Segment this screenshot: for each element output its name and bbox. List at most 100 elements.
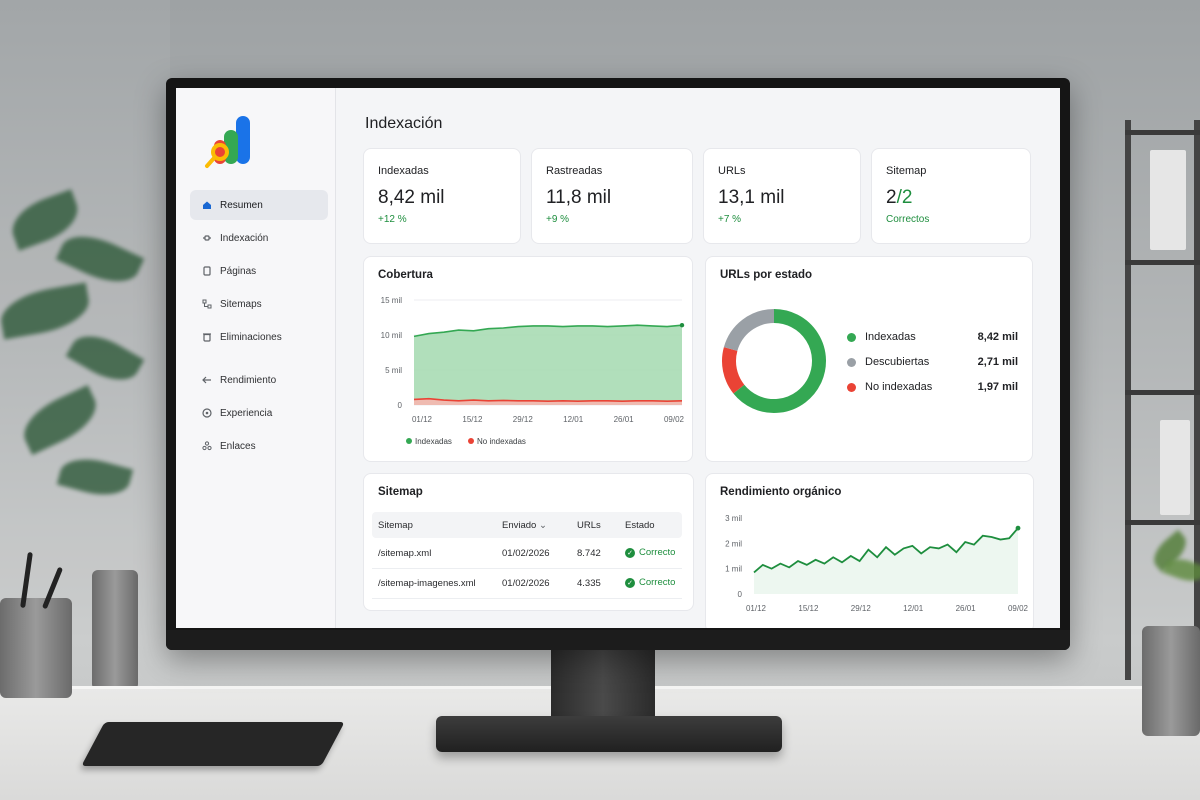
legend-item-descubiertas: Descubiertas (847, 356, 929, 368)
x-tick-label: 26/01 (956, 604, 977, 613)
legend-dot (847, 357, 856, 367)
kpi-card-rastreadas[interactable]: Rastreadas 11,8 mil +9 % (531, 148, 693, 244)
y-tick-label: 3 mil (725, 514, 742, 523)
sidebar-item-label: Eliminaciones (220, 331, 282, 343)
sidebar-item-eliminaciones[interactable]: Eliminaciones (190, 322, 328, 352)
y-tick-label: 0 (738, 590, 743, 599)
sidebar-item-label: Resumen (220, 199, 263, 211)
sidebar-item-rendimiento[interactable]: Rendimiento (190, 365, 328, 395)
sort-chevron-icon: ⌄ (538, 520, 547, 531)
shelf-box (1160, 420, 1190, 515)
sitemap-table-card: Sitemap Sitemap Enviado ⌄ URLs Estado /s… (363, 473, 694, 611)
kpi-value: 8,42 mil (378, 187, 445, 208)
legend-item-no-indexadas: No indexadas (847, 381, 932, 393)
check-circle-icon: ✓ (625, 547, 635, 558)
x-tick-label: 01/12 (412, 415, 433, 424)
experience-icon (202, 408, 212, 418)
organic-card: Rendimiento orgánico 3 mil 2 mil 1 mil 0 01/… (705, 473, 1034, 628)
kpi-card-indexadas[interactable]: Indexadas 8,42 mil +12 % (363, 148, 521, 244)
plant-pot (92, 570, 138, 690)
y-tick-label: 15 mil (381, 296, 403, 305)
monitor-screen: Resumen Indexación Páginas Sitemaps Elim… (176, 88, 1060, 628)
status-donut-chart (722, 309, 826, 413)
column-header-label: Enviado (502, 520, 537, 531)
legend-label: No indexadas (865, 381, 933, 393)
table-cell-sitemap[interactable]: /sitemap.xml (378, 548, 432, 559)
legend-label: No indexadas (477, 437, 526, 446)
indexing-icon (203, 235, 211, 241)
shelf-board (1125, 130, 1200, 135)
sidebar-item-experiencia[interactable]: Experiencia (190, 398, 328, 428)
check-circle-icon: ✓ (625, 577, 635, 588)
kpi-card-urls[interactable]: URLs 13,1 mil +7 % (703, 148, 861, 244)
legend-value: 8,42 mil (977, 331, 1018, 343)
removal-icon (203, 333, 211, 342)
kpi-label: Sitemap (886, 165, 927, 177)
column-header-sitemap[interactable]: Sitemap (378, 520, 413, 531)
sidebar-item-resumen[interactable]: Resumen (190, 190, 328, 220)
sidebar-item-indexacion[interactable]: Indexación (190, 223, 328, 253)
x-tick-label: 29/12 (851, 604, 872, 613)
shelf-board (1125, 260, 1200, 265)
sidebar-item-label: Rendimiento (220, 374, 277, 386)
donut-slice-no-indexadas (722, 347, 745, 394)
column-header-estado[interactable]: Estado (625, 520, 655, 531)
pen-holder (0, 598, 72, 698)
x-tick-label: 09/02 (1008, 604, 1029, 613)
legend-label: Indexadas (865, 331, 916, 343)
kpi-value: 13,1 mil (718, 187, 785, 208)
kpi-value: 11,8 mil (546, 187, 612, 208)
legend-item-indexadas: Indexadas (847, 331, 916, 343)
kpi-card-sitemap[interactable]: Sitemap 2/2 Correctos (871, 148, 1031, 244)
table-cell-sitemap[interactable]: /sitemap-imagenes.xml (378, 578, 476, 589)
table-cell-sent: 01/02/2026 (502, 548, 550, 559)
series-line-no-indexadas (413, 397, 683, 402)
kpi-delta: +7 % (718, 214, 742, 225)
status-badge: ✓ Correcto (625, 577, 675, 588)
pages-icon (203, 266, 211, 276)
sidebar-nav: Resumen Indexación Páginas Sitemaps Elim… (190, 190, 328, 464)
legend-label: Descubiertas (865, 356, 930, 368)
table-cell-sent: 01/02/2026 (502, 578, 550, 589)
legend-value: 1,97 mil (977, 381, 1018, 393)
sidebar-item-enlaces[interactable]: Enlaces (190, 431, 328, 461)
donut-hole (736, 323, 812, 399)
legend-label: Indexadas (415, 437, 452, 446)
x-tick-label: 26/01 (614, 415, 635, 424)
donut-slice-descubiertas (723, 309, 775, 352)
links-icon (202, 441, 212, 451)
x-tick-label: 15/12 (462, 415, 483, 424)
organic-line-chart: 3 mil 2 mil 1 mil 001/12 15/12 29/12 12/01 26/0… (725, 514, 1029, 613)
sitemap-icon (202, 299, 212, 309)
x-tick-label: 09/02 (664, 415, 685, 424)
kpi-value: 2/2 (886, 187, 912, 209)
column-header-enviado[interactable]: Enviado ⌄ (502, 520, 547, 531)
shelf-box (1150, 150, 1186, 250)
sidebar-item-paginas[interactable]: Páginas (190, 256, 328, 286)
home-icon (203, 201, 211, 209)
card-title: Cobertura (378, 269, 433, 281)
shelf-board (1125, 520, 1200, 525)
status-card: URLs por estado Indexadas 8,42 mil Descu… (705, 256, 1033, 462)
series-area-indexadas (414, 325, 682, 405)
sidebar-item-label: Indexación (220, 232, 269, 244)
kpi-label: Indexadas (378, 165, 429, 177)
performance-icon (202, 376, 211, 384)
table-header (372, 512, 682, 538)
y-tick-label: 5 mil (385, 366, 402, 375)
card-title: URLs por estado (720, 269, 813, 281)
column-header-urls[interactable]: URLs (577, 520, 601, 531)
page-title: Indexación (365, 115, 443, 132)
sidebar-item-sitemaps[interactable]: Sitemaps (190, 289, 328, 319)
status-badge: ✓ Correcto (625, 547, 675, 558)
series-line (753, 527, 1019, 574)
kpi-label: URLs (718, 165, 746, 177)
card-title: Rendimiento orgánico (720, 486, 842, 498)
notebook (81, 722, 345, 766)
status-label: Correcto (639, 547, 676, 558)
kpi-delta: Correctos (886, 214, 930, 225)
sidebar-item-label: Sitemaps (220, 298, 262, 310)
coverage-card: Cobertura 15 mil 10 mil 5 mil 0 01/12 15/12 29… (363, 256, 693, 462)
sidebar-item-label: Páginas (220, 265, 257, 277)
x-tick-label: 15/12 (798, 604, 819, 613)
